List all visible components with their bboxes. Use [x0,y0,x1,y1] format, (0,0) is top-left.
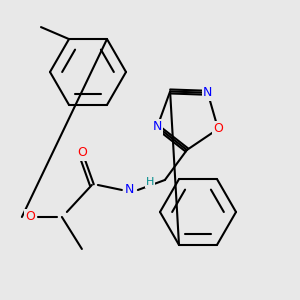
Text: O: O [25,211,35,224]
Text: N: N [203,86,212,99]
Text: O: O [77,146,87,160]
Text: O: O [213,122,223,135]
Text: H: H [146,177,154,187]
Text: N: N [125,184,135,196]
Text: N: N [153,120,162,133]
